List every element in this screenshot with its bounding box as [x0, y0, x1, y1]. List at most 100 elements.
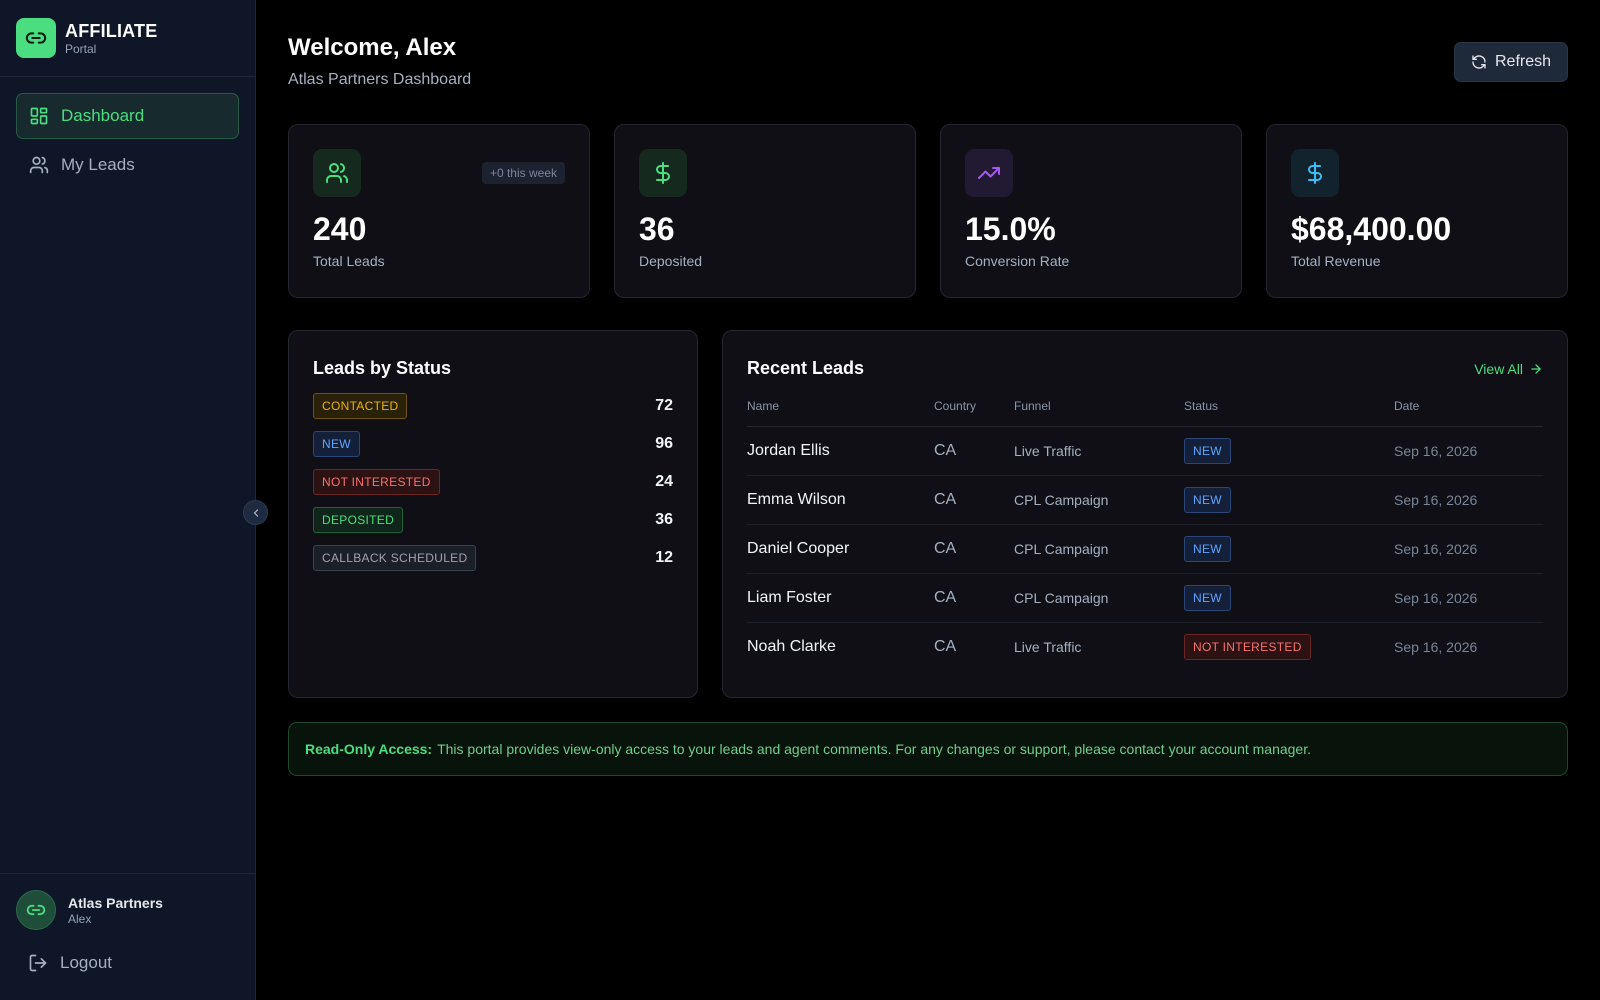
lead-country: CA [934, 475, 1014, 525]
sidebar-item-label: My Leads [61, 155, 135, 174]
column-header-country: Country [934, 397, 1014, 427]
lead-date: Sep 16, 2026 [1394, 524, 1543, 574]
status-count: 96 [655, 435, 673, 452]
sidebar-footer: Atlas Partners Alex Logout [0, 873, 255, 1000]
panel-title: Recent Leads [747, 358, 865, 378]
stat-card-total-revenue: $68,400.00 Total Revenue [1266, 124, 1568, 298]
brand-subtitle: Portal [65, 42, 97, 56]
trending-up-icon [965, 149, 1013, 197]
stat-label: Deposited [639, 253, 703, 269]
lead-funnel: Live Traffic [1014, 638, 1082, 655]
table-row[interactable]: Jordan Ellis CA Live Traffic NEW Sep 16,… [747, 426, 1543, 476]
status-pill-deposited: DEPOSITED [313, 507, 404, 533]
arrow-right-icon [1529, 362, 1543, 376]
account-name: Atlas Partners [68, 895, 163, 911]
avatar [16, 890, 56, 930]
lead-country: CA [934, 637, 957, 655]
refresh-button[interactable]: Refresh [1454, 42, 1568, 82]
table-row[interactable]: Daniel Cooper CA CPL Campaign NEW Sep 16… [747, 524, 1543, 574]
lead-funnel: CPL Campaign [1014, 524, 1184, 574]
lead-country: CA [934, 573, 1014, 623]
lead-status-cell: NEW [1184, 573, 1394, 623]
lead-status-cell: NEW [1184, 426, 1394, 476]
account-user: Alex [68, 912, 92, 926]
collapse-sidebar-button[interactable] [243, 500, 268, 525]
lead-name: Liam Foster [747, 573, 934, 623]
stat-card-total-leads: +0 this week 240 Total Leads [288, 124, 590, 298]
logout-button[interactable]: Logout [16, 948, 239, 978]
status-row: NEW 96 [313, 431, 673, 457]
status-pill-not-interested: NOT INTERESTED [313, 469, 440, 495]
sidebar-item-label: Dashboard [61, 106, 145, 125]
panels-row: Leads by Status CONTACTED 72 NEW 96 NOT … [288, 330, 1568, 698]
lead-date: Sep 16, 2026 [1394, 638, 1478, 655]
view-all-link[interactable]: View All [1474, 361, 1543, 377]
column-header-date: Date [1394, 397, 1543, 427]
stat-badge: +0 this week [481, 162, 565, 184]
lead-status-cell: NOT INTERESTED [1184, 622, 1394, 671]
status-badge: NEW [1184, 535, 1231, 562]
panel-title: Leads by Status [313, 358, 452, 378]
stat-value: 36 [639, 211, 675, 247]
lead-funnel: Live Traffic [1014, 426, 1184, 476]
notice-heading: Read-Only Access: [305, 741, 433, 757]
stats-row: +0 this week 240 Total Leads 36 Deposite… [288, 124, 1568, 298]
sidebar-item-my-leads[interactable]: My Leads [16, 142, 239, 188]
stat-label: Conversion Rate [965, 253, 1070, 269]
status-pill-contacted: CONTACTED [313, 393, 408, 419]
refresh-icon [1471, 54, 1487, 70]
stat-card-conversion-rate: 15.0% Conversion Rate [940, 124, 1242, 298]
status-badge: NOT INTERESTED [1184, 633, 1311, 660]
lead-date: Sep 16, 2026 [1394, 573, 1543, 623]
sidebar-item-dashboard[interactable]: Dashboard [16, 93, 239, 139]
status-count: 12 [655, 549, 673, 566]
recent-leads-panel: Recent Leads View All Name Country Funne… [722, 330, 1568, 698]
table-row[interactable]: Noah Clarke CA Live Traffic NOT INTEREST… [747, 622, 1543, 671]
lead-funnel: CPL Campaign [1014, 475, 1184, 525]
column-header-status: Status [1184, 397, 1394, 427]
status-row: NOT INTERESTED 24 [313, 469, 673, 495]
lead-name: Jordan Ellis [747, 426, 934, 476]
table-row[interactable]: Liam Foster CA CPL Campaign NEW Sep 16, … [747, 573, 1543, 623]
leads-by-status-panel: Leads by Status CONTACTED 72 NEW 96 NOT … [288, 330, 698, 698]
page-title: Welcome, Alex [288, 34, 457, 61]
notice-text: This portal provides view-only access to… [437, 741, 1311, 757]
lead-date: Sep 16, 2026 [1394, 475, 1543, 525]
lead-country: CA [934, 524, 1014, 574]
status-list: CONTACTED 72 NEW 96 NOT INTERESTED 24 DE… [313, 393, 673, 571]
read-only-notice: Read-Only Access: This portal provides v… [288, 722, 1568, 776]
account-info: Atlas Partners Alex [16, 890, 239, 930]
refresh-label: Refresh [1494, 53, 1552, 70]
view-all-label: View All [1474, 361, 1523, 377]
recent-leads-table: Name Country Funnel Status Date Jordan E… [747, 397, 1543, 671]
page-header: Welcome, Alex Atlas Partners Dashboard R… [288, 0, 1568, 124]
chevron-left-icon [250, 507, 262, 519]
brand: AFFILIATE Portal [0, 0, 255, 77]
lead-date: Sep 16, 2026 [1394, 426, 1543, 476]
link-icon [16, 18, 56, 58]
status-count: 24 [655, 473, 673, 490]
status-badge: NEW [1184, 486, 1231, 513]
table-header-row: Name Country Funnel Status Date [747, 397, 1543, 427]
stat-card-deposited: 36 Deposited [614, 124, 916, 298]
stat-value: 240 [313, 211, 367, 247]
stat-value: $68,400.00 [1291, 211, 1452, 247]
column-header-funnel: Funnel [1014, 397, 1184, 427]
stat-value: 15.0% [965, 211, 1056, 247]
brand-title: AFFILIATE [65, 21, 158, 41]
status-row: CONTACTED 72 [313, 393, 673, 419]
status-row: CALLBACK SCHEDULED 12 [313, 545, 673, 571]
status-count: 72 [655, 397, 673, 414]
status-badge: NEW [1184, 584, 1231, 611]
stat-label: Total Leads [313, 253, 385, 269]
dollar-icon [1291, 149, 1339, 197]
logout-icon [28, 953, 48, 973]
sidebar-nav: Dashboard My Leads [0, 77, 255, 188]
dollar-icon [639, 149, 687, 197]
table-row[interactable]: Emma Wilson CA CPL Campaign NEW Sep 16, … [747, 475, 1543, 525]
lead-name: Noah Clarke [747, 637, 836, 655]
lead-country: CA [934, 426, 1014, 476]
column-header-name: Name [747, 397, 934, 427]
lead-name: Daniel Cooper [747, 524, 934, 574]
dashboard-icon [29, 106, 49, 126]
